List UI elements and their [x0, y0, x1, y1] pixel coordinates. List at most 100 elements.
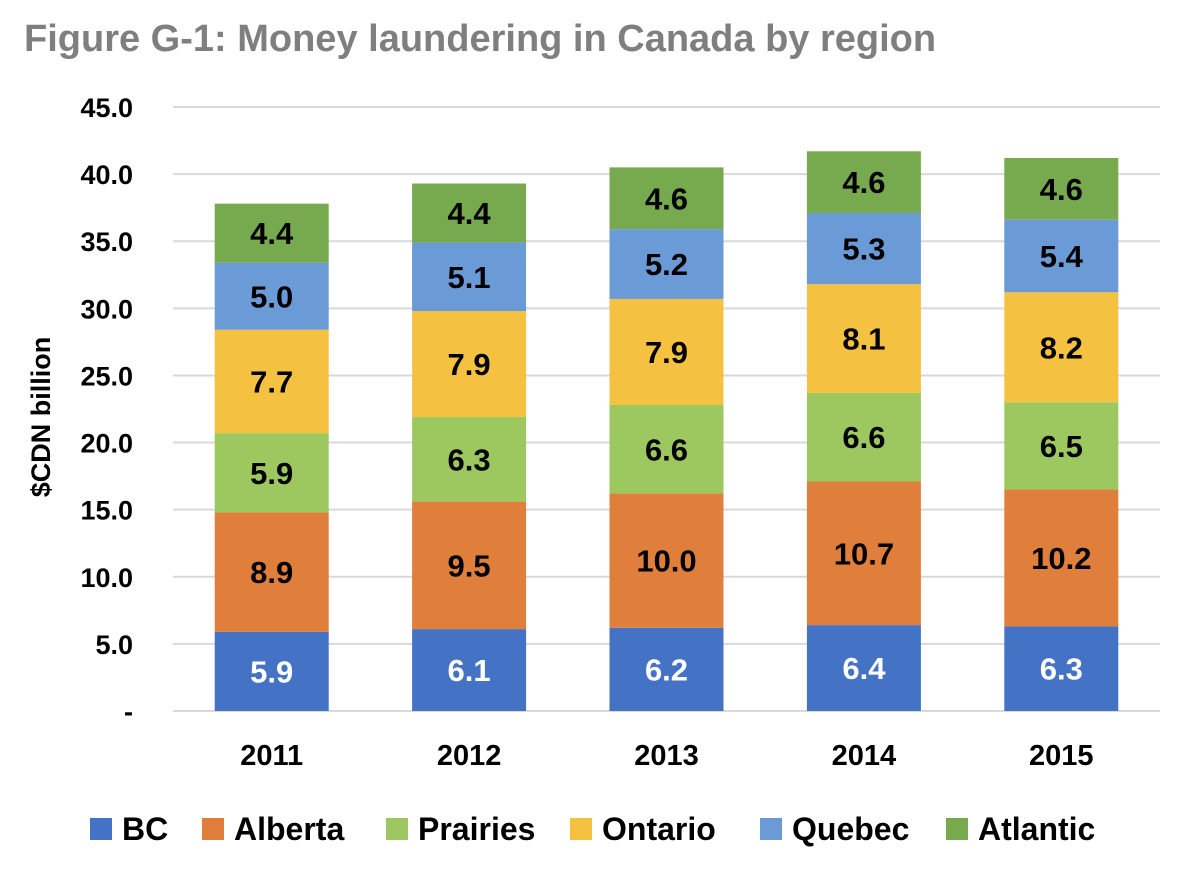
data-label: 4.6 — [645, 181, 688, 216]
bar-ontario-2014 — [806, 284, 921, 393]
legend-swatch — [946, 818, 968, 840]
data-label: 4.4 — [448, 196, 492, 231]
data-label: 10.2 — [1031, 541, 1091, 576]
bar-prairies-2011 — [214, 433, 329, 513]
legend-label: Quebec — [792, 811, 909, 847]
legend-item-prairies: Prairies — [386, 811, 535, 847]
y-tick-label: 40.0 — [80, 160, 133, 190]
y-tick-label: 10.0 — [80, 563, 133, 593]
y-axis-label: $CDN billion — [26, 337, 56, 498]
data-label: 4.6 — [1040, 172, 1083, 207]
data-label: 7.9 — [448, 347, 491, 382]
data-label: 8.2 — [1040, 330, 1083, 365]
data-label: 4.6 — [842, 165, 885, 200]
data-label: 7.7 — [250, 364, 293, 399]
bar-prairies-2012 — [412, 417, 527, 502]
bar-ontario-2015 — [1004, 292, 1119, 403]
y-tick-label: 30.0 — [80, 294, 133, 324]
data-label: 5.9 — [250, 456, 293, 491]
bar-bc-2012 — [412, 629, 527, 711]
data-label: 4.4 — [250, 216, 294, 251]
x-axis-ticks: 2011 2012 2013 2014 2015 — [240, 740, 1093, 772]
bar-bc-2011 — [214, 631, 329, 711]
y-tick-label: 45.0 — [80, 93, 133, 123]
bar-alberta-2015 — [1004, 489, 1119, 627]
bar-ontario-2012 — [412, 311, 527, 418]
bar-quebec-2011 — [214, 262, 329, 330]
y-tick-label: 25.0 — [80, 361, 133, 391]
data-label: 6.4 — [842, 651, 886, 686]
bar-prairies-2013 — [609, 404, 724, 494]
bar-bc-2013 — [609, 627, 724, 711]
data-label: 8.1 — [842, 322, 885, 357]
legend-label: BC — [122, 811, 168, 847]
data-label: 5.1 — [448, 260, 491, 295]
legend-item-quebec: Quebec — [760, 811, 909, 847]
x-tick-label: 2011 — [240, 740, 303, 772]
bar-alberta-2013 — [609, 493, 724, 628]
data-label: 7.9 — [645, 335, 688, 370]
data-label: 6.2 — [645, 652, 688, 687]
data-labels: 5.9 8.9 5.9 7.7 5.0 4.4 6.1 9.5 6.3 7.9 5.1 4.4 6.2 1… — [250, 165, 1091, 689]
bar-prairies-2014 — [806, 392, 921, 482]
legend-swatch — [760, 818, 782, 840]
bar-prairies-2015 — [1004, 402, 1119, 490]
legend-swatch — [90, 818, 112, 840]
legend-swatch — [570, 818, 592, 840]
bar-alberta-2014 — [806, 481, 921, 626]
bar-quebec-2015 — [1004, 219, 1119, 293]
x-tick-label: 2014 — [832, 740, 897, 772]
legend-item-atlantic: Atlantic — [946, 811, 1095, 847]
bar-bc-2014 — [806, 625, 921, 711]
legend-label: Ontario — [602, 811, 716, 847]
legend: BC Alberta Prairies Ontario Quebec Atlantic — [90, 811, 1095, 847]
data-label: 5.0 — [250, 279, 293, 314]
data-label: 5.9 — [250, 654, 293, 689]
bar-atlantic-2013 — [609, 167, 724, 230]
y-tick-label: 35.0 — [80, 227, 133, 257]
chart-title: Figure G-1: Money laundering in Canada b… — [24, 18, 937, 60]
y-tick-label: - — [124, 697, 133, 727]
legend-label: Prairies — [418, 811, 535, 847]
bar-atlantic-2015 — [1004, 158, 1119, 220]
data-label: 5.2 — [645, 247, 688, 282]
y-tick-label: 5.0 — [95, 630, 133, 660]
bar-atlantic-2011 — [214, 203, 329, 263]
legend-swatch — [386, 818, 408, 840]
data-label: 6.5 — [1040, 429, 1083, 464]
x-tick-label: 2015 — [1029, 740, 1094, 772]
data-label: 6.6 — [645, 432, 688, 467]
legend-label: Atlantic — [978, 811, 1095, 847]
legend-item-bc: BC — [90, 811, 168, 847]
bar-alberta-2011 — [214, 512, 329, 632]
data-label: 5.3 — [842, 232, 885, 267]
bar-ontario-2013 — [609, 298, 724, 405]
legend-label: Alberta — [234, 811, 344, 847]
data-label: 10.7 — [834, 536, 894, 571]
data-label: 8.9 — [250, 555, 293, 590]
bar-quebec-2013 — [609, 229, 724, 299]
bar-atlantic-2012 — [412, 183, 527, 243]
x-tick-label: 2013 — [634, 740, 699, 772]
data-label: 6.3 — [448, 442, 491, 477]
data-label: 6.1 — [448, 653, 491, 688]
bars — [214, 151, 1119, 711]
bar-quebec-2014 — [806, 213, 921, 285]
y-tick-label: 20.0 — [80, 429, 133, 459]
data-label: 9.5 — [448, 548, 491, 583]
x-tick-label: 2012 — [437, 740, 502, 772]
legend-item-ontario: Ontario — [570, 811, 716, 847]
bar-atlantic-2014 — [806, 151, 921, 214]
y-tick-label: 15.0 — [80, 496, 133, 526]
bar-ontario-2011 — [214, 329, 329, 434]
data-label: 6.3 — [1040, 652, 1083, 687]
legend-item-alberta: Alberta — [202, 811, 344, 847]
bar-quebec-2012 — [412, 242, 527, 312]
data-label: 5.4 — [1040, 239, 1084, 274]
bar-alberta-2012 — [412, 501, 527, 630]
bar-bc-2015 — [1004, 626, 1119, 711]
y-axis-ticks: - 5.0 10.0 15.0 20.0 25.0 30.0 35.0 40.0 45.0 — [80, 93, 133, 727]
data-label: 6.6 — [842, 420, 885, 455]
data-label: 10.0 — [636, 544, 696, 579]
